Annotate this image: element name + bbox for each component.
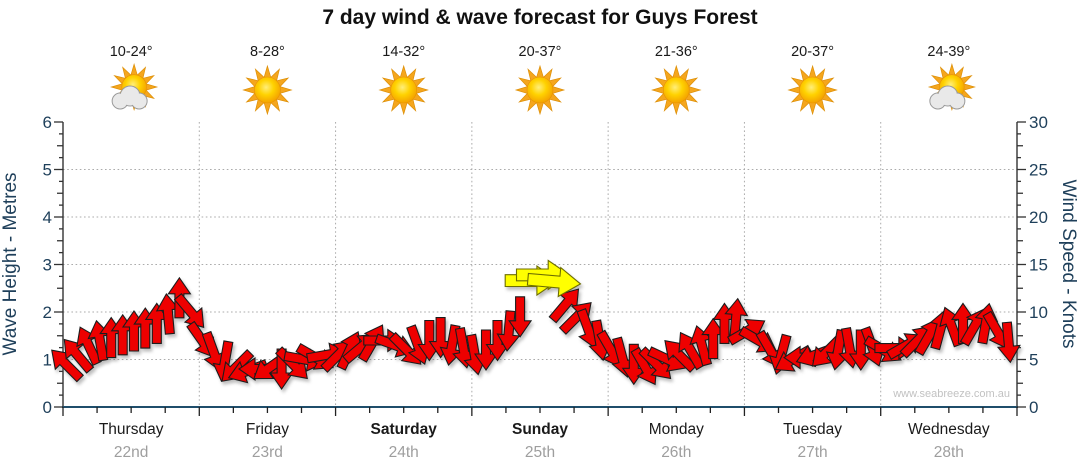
sun-icon [651,64,702,116]
wind-arrow-red [63,338,95,374]
gridlines [63,122,1017,407]
right-axis-tick-label: 20 [1029,208,1048,227]
sun-core [526,76,554,104]
day-name-label: Tuesday [783,421,842,438]
wind-arrow-yellow [526,266,582,298]
day-temp-range: 21-36° [654,44,698,60]
left-axis-tick-label: 5 [43,161,52,180]
day-date-label: 24th [388,444,419,461]
left-axis-title: Wave Height - Metres [0,172,21,355]
day-name-label: Friday [245,421,289,438]
left-axis-tick-label: 0 [43,398,52,417]
day-name-label: Wednesday [908,421,990,438]
day-name-label: Sunday [512,421,568,438]
day-date-label: 25th [524,444,556,461]
cloud-lobe-fill [949,93,965,109]
right-axis-tick-label: 15 [1029,256,1048,275]
day-date-label: 26th [661,444,692,461]
day-date-label: 28th [933,444,964,461]
wind-arrows [51,259,1021,390]
page-title: 7 day wind & wave forecast for Guys Fore… [322,6,758,29]
sun-icon [514,64,566,116]
wind-arrow-red [508,296,533,338]
right-axis-tick-label: 5 [1029,351,1038,370]
axis-tick-labels: 0 1 2 3 4 5 6 0 5 10 15 20 25 30 [43,113,1048,417]
day-date-label: 22nd [113,444,149,461]
sun-cloud-icon [110,62,159,112]
day-name-label: Saturday [370,421,437,438]
day-date-label: 27th [797,444,828,461]
sun-core [254,76,281,104]
right-axis-title: Wind Speed - Knots [1058,180,1079,349]
day-temp-range: 20-37° [518,44,562,60]
sun-icon [787,64,838,116]
day-name-label: Monday [648,421,704,438]
watermark-text: www.seabreeze.com.au [893,388,1010,400]
day-temp-range: 24-39° [927,44,971,60]
left-axis-tick-label: 1 [43,351,52,370]
day-name-label: Thursday [98,421,164,438]
left-axis-tick-label: 6 [43,113,52,132]
right-axis-tick-label: 25 [1029,161,1048,180]
left-axis-tick-label: 4 [43,208,52,227]
sun-icon [378,64,429,116]
sun-core [390,76,418,104]
left-axis-tick-label: 3 [43,256,52,275]
left-axis-tick-label: 2 [43,303,52,322]
sun-cloud-icon [927,62,976,112]
sun-core [799,76,826,104]
cloud-lobe-fill [131,93,147,109]
right-axis-tick-label: 0 [1029,398,1038,417]
right-axis-tick-label: 10 [1029,303,1048,322]
day-temp-range: 8-28° [250,44,285,60]
sun-icon [242,64,293,116]
day-temp-range: 14-32° [382,44,426,60]
right-axis-tick-label: 30 [1029,113,1048,132]
day-date-label: 23rd [251,444,283,461]
day-temp-range: 10-24° [109,44,153,60]
wind-arrow-red [996,321,1021,364]
sun-core [662,76,690,104]
day-temp-range: 20-37° [791,44,834,60]
wind-arrow-red [173,293,205,329]
